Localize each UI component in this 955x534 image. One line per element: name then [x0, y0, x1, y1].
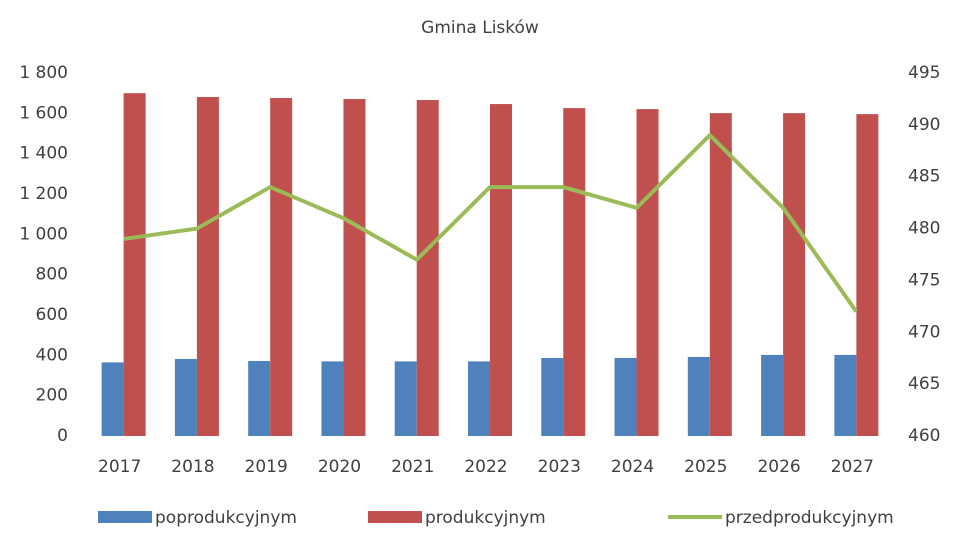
bar [270, 98, 293, 437]
y2-tick-label: 490 [908, 115, 940, 135]
x-tick-label: 2020 [318, 457, 361, 477]
bar [834, 354, 857, 436]
x-tick-label: 2021 [391, 457, 434, 477]
bar [687, 356, 710, 436]
x-tick-label: 2022 [464, 457, 507, 477]
x-tick-label: 2024 [611, 457, 654, 477]
bar [174, 358, 197, 436]
y-tick-label: 600 [36, 305, 68, 325]
bar [563, 108, 586, 436]
bar [394, 361, 417, 436]
y2-tick-label: 470 [908, 322, 940, 342]
y-tick-label: 1 200 [19, 184, 68, 204]
bar [636, 109, 659, 437]
y-tick-label: 200 [36, 386, 68, 406]
y2-tick-label: 465 [908, 374, 940, 394]
x-tick-label: 2019 [245, 457, 288, 477]
bar [761, 354, 784, 436]
y-tick-label: 1 800 [19, 63, 68, 83]
bar [468, 361, 490, 436]
bar [614, 357, 637, 436]
y-tick-label: 800 [36, 265, 68, 285]
bar [123, 93, 146, 437]
x-tick-label: 2025 [684, 457, 727, 477]
bar [343, 99, 366, 436]
bar [856, 114, 879, 436]
legend-swatch [98, 511, 152, 523]
x-tick-label: 2026 [757, 457, 800, 477]
bar [490, 104, 512, 436]
bar [783, 113, 806, 437]
x-tick-label: 2023 [538, 457, 581, 477]
legend-label: przedprodukcyjnym [725, 508, 894, 528]
bar [541, 357, 564, 436]
y-tick-label: 0 [57, 426, 68, 446]
x-tick-label: 2017 [98, 457, 141, 477]
y-tick-label: 1 000 [19, 224, 68, 244]
y-tick-label: 400 [36, 345, 68, 365]
bar [196, 96, 219, 436]
bar [709, 113, 732, 437]
chart-title: Gmina Lisków [421, 18, 539, 38]
y-tick-label: 1 400 [19, 144, 68, 164]
bar [416, 100, 439, 437]
y2-tick-label: 485 [908, 167, 940, 187]
legend-label: poprodukcyjnym [155, 508, 297, 528]
y-tick-label: 1 600 [19, 103, 68, 123]
bar [101, 362, 124, 436]
line [123, 133, 858, 313]
y2-tick-label: 495 [908, 63, 940, 83]
x-tick-label: 2027 [831, 457, 874, 477]
legend-label: produkcyjnym [425, 508, 546, 528]
y2-tick-label: 475 [908, 270, 940, 290]
legend-swatch [368, 511, 422, 523]
bar [321, 361, 344, 436]
bar [248, 360, 271, 436]
x-tick-label: 2018 [171, 457, 214, 477]
y2-tick-label: 480 [908, 219, 940, 239]
y2-tick-label: 460 [908, 426, 940, 446]
